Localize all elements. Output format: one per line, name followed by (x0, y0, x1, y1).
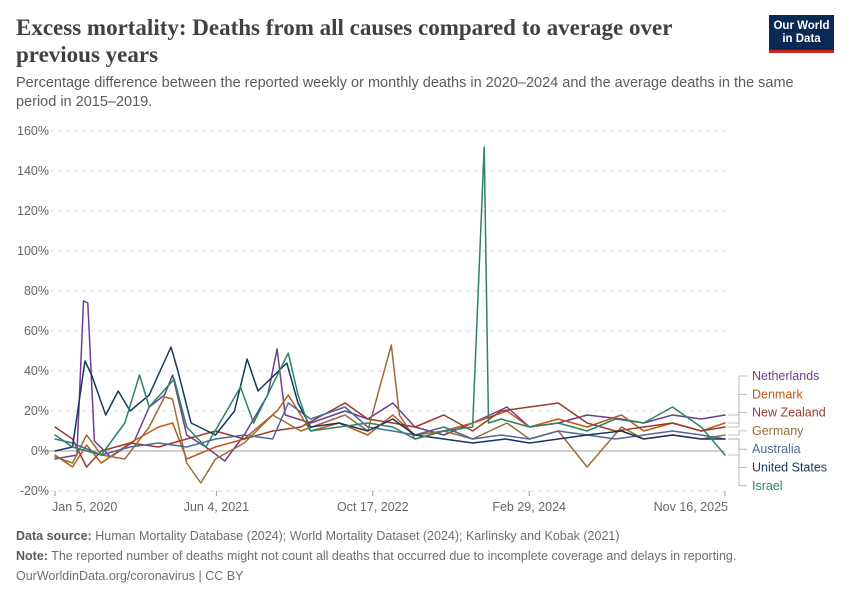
series-line (54, 344, 726, 484)
legend-label: New Zealand (752, 406, 826, 420)
data-source: Data source: Human Mortality Database (2… (16, 529, 620, 543)
x-tick-label: Oct 17, 2022 (337, 500, 409, 514)
legend-leader-line (728, 454, 747, 487)
legend-label: Netherlands (752, 369, 819, 383)
legend-label: Israel (752, 479, 783, 493)
owid-logo[interactable]: Our World in Data (769, 15, 834, 53)
x-tick-label: Jan 5, 2020 (52, 500, 117, 514)
x-tick-label: Feb 29, 2024 (492, 500, 566, 514)
legend-leader-line (728, 393, 747, 424)
note-label: Note: (16, 549, 48, 563)
y-tick-label: 140% (17, 164, 49, 178)
legend-leader-line (728, 438, 747, 468)
y-tick-label: -20% (20, 484, 49, 498)
y-tick-label: 20% (24, 404, 49, 418)
data-source-label: Data source: (16, 529, 92, 543)
data-source-text: Human Mortality Database (2024); World M… (95, 529, 620, 543)
logo-line-1: Our World (773, 20, 830, 32)
chart-note: Note: The reported number of deaths migh… (16, 549, 736, 563)
series-line (54, 394, 726, 468)
legend-label: Australia (752, 442, 801, 456)
series-line (54, 402, 726, 468)
series-line (54, 402, 726, 456)
legend-leader-line (728, 375, 747, 416)
note-text: The reported number of deaths might not … (51, 549, 737, 563)
attribution-link[interactable]: OurWorldinData.org/coronavirus | CC BY (16, 569, 244, 583)
legend-label: Germany (752, 424, 804, 438)
series-line (54, 146, 726, 456)
legend-label: United States (752, 461, 827, 475)
x-tick-label: Jun 4, 2021 (184, 500, 249, 514)
legend-label: Denmark (752, 387, 803, 401)
chart-subtitle: Percentage difference between the report… (16, 75, 794, 110)
y-tick-label: 100% (17, 244, 49, 258)
x-tick-label: Nov 16, 2025 (654, 500, 728, 514)
legend-leader-line (728, 430, 747, 436)
logo-line-2: in Data (782, 33, 821, 45)
y-tick-label: 40% (24, 364, 49, 378)
legend-leader-line (728, 412, 747, 428)
y-tick-label: 60% (24, 324, 49, 338)
y-tick-label: 80% (24, 284, 49, 298)
y-tick-label: 120% (17, 204, 49, 218)
y-tick-label: 0% (31, 444, 49, 458)
series-line (54, 346, 726, 452)
legend-leader-line (728, 438, 747, 450)
chart-title: Excess mortality: Deaths from all causes… (16, 15, 672, 67)
y-tick-label: 160% (17, 124, 49, 138)
